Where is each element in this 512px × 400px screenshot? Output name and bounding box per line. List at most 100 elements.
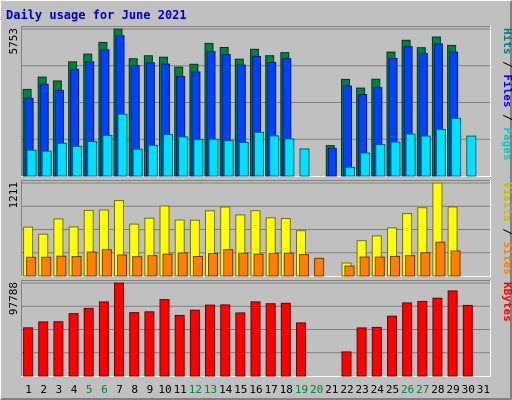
bar-sites-day-20 bbox=[314, 257, 325, 277]
day-label-6: 6 bbox=[101, 383, 108, 396]
bar-sites-day-22 bbox=[344, 265, 355, 277]
bar-pages-day-22 bbox=[345, 166, 355, 177]
day-label-17: 17 bbox=[265, 383, 278, 396]
bar-sites-day-15 bbox=[238, 252, 249, 277]
bar-sites-day-12 bbox=[192, 256, 203, 277]
bar-sites-day-1 bbox=[26, 256, 37, 277]
bar-pages-day-29 bbox=[451, 117, 462, 177]
bar-pages-day-1 bbox=[26, 149, 37, 177]
bar-sites-day-18 bbox=[283, 252, 294, 277]
day-label-10: 10 bbox=[158, 383, 171, 396]
bar-kbytes-day-29 bbox=[447, 290, 458, 377]
bar-sites-day-4 bbox=[71, 256, 82, 277]
bar-pages-day-7 bbox=[117, 113, 128, 177]
bar-pages-day-25 bbox=[390, 141, 401, 177]
day-label-30: 30 bbox=[462, 383, 475, 396]
day-label-12: 12 bbox=[189, 383, 202, 396]
bar-sites-day-17 bbox=[268, 252, 279, 277]
bar-sites-day-11 bbox=[177, 252, 188, 277]
bar-kbytes-day-11 bbox=[174, 314, 185, 377]
bar-kbytes-day-1 bbox=[23, 327, 34, 377]
panel-2: 1211 Visits / Sites bbox=[7, 180, 512, 277]
max-value-label: 97788 bbox=[7, 282, 20, 315]
day-label-21: 21 bbox=[325, 383, 338, 396]
bar-sites-day-28 bbox=[435, 241, 446, 277]
bar-kbytes-day-6 bbox=[98, 301, 109, 377]
bar-pages-day-3 bbox=[56, 142, 67, 177]
bar-kbytes-day-30 bbox=[462, 304, 473, 377]
bar-kbytes-day-5 bbox=[83, 307, 94, 377]
bar-pages-day-19 bbox=[299, 148, 310, 177]
day-label-18: 18 bbox=[280, 383, 293, 396]
day-label-25: 25 bbox=[386, 383, 399, 396]
bar-pages-day-27 bbox=[420, 135, 431, 177]
bar-sites-day-16 bbox=[253, 253, 264, 277]
bar-sites-day-27 bbox=[420, 252, 431, 277]
max-value-label: 1211 bbox=[7, 182, 20, 209]
day-label-29: 29 bbox=[446, 383, 459, 396]
bar-pages-day-6 bbox=[102, 134, 113, 177]
day-label-23: 23 bbox=[355, 383, 368, 396]
bar-sites-day-3 bbox=[56, 255, 67, 277]
bar-kbytes-day-4 bbox=[68, 313, 79, 377]
bar-kbytes-day-16 bbox=[250, 301, 261, 377]
day-label-19: 19 bbox=[295, 383, 308, 396]
bar-pages-day-14 bbox=[223, 140, 234, 177]
bar-pages-day-9 bbox=[147, 144, 158, 177]
bar-pages-day-5 bbox=[87, 141, 98, 177]
day-label-13: 13 bbox=[204, 383, 217, 396]
bar-kbytes-day-7 bbox=[114, 282, 124, 377]
bar-kbytes-day-8 bbox=[129, 312, 140, 377]
bar-kbytes-day-22 bbox=[341, 351, 352, 377]
bar-kbytes-day-23 bbox=[356, 327, 367, 377]
bar-pages-day-15 bbox=[238, 142, 249, 177]
legend-label: Hits / Files / Pages bbox=[501, 28, 512, 161]
bar-pages-day-26 bbox=[405, 133, 416, 177]
bar-sites-day-7 bbox=[117, 254, 127, 277]
day-label-28: 28 bbox=[431, 383, 444, 396]
bar-kbytes-day-9 bbox=[144, 311, 155, 377]
bar-sites-day-14 bbox=[223, 249, 234, 277]
bar-kbytes-day-14 bbox=[220, 304, 231, 377]
legend-label: Visits / Sites bbox=[501, 182, 512, 275]
day-label-4: 4 bbox=[71, 383, 78, 396]
bar-kbytes-day-27 bbox=[417, 300, 428, 377]
bar-pages-day-4 bbox=[72, 145, 83, 177]
bar-sites-day-19 bbox=[299, 254, 309, 277]
bar-kbytes-day-25 bbox=[387, 315, 397, 377]
day-label-9: 9 bbox=[147, 383, 154, 396]
bar-pages-day-2 bbox=[41, 150, 52, 177]
bar-pages-day-17 bbox=[269, 135, 280, 177]
bar-kbytes-day-17 bbox=[265, 303, 276, 377]
day-label-14: 14 bbox=[219, 383, 233, 396]
bar-sites-day-26 bbox=[405, 255, 416, 277]
bar-kbytes-day-18 bbox=[280, 302, 291, 377]
bar-kbytes-day-13 bbox=[205, 304, 215, 377]
bar-pages-day-23 bbox=[360, 152, 371, 177]
bar-pages-day-28 bbox=[435, 129, 446, 177]
day-label-15: 15 bbox=[234, 383, 247, 396]
day-label-2: 2 bbox=[40, 383, 47, 396]
bar-kbytes-day-19 bbox=[296, 322, 306, 377]
bar-pages-day-10 bbox=[163, 134, 173, 177]
bar-sites-day-10 bbox=[162, 253, 173, 277]
bar-pages-day-24 bbox=[375, 144, 386, 177]
panel-3: 97788 KBytes bbox=[7, 280, 512, 377]
max-value-label: 5753 bbox=[7, 28, 20, 55]
day-label-26: 26 bbox=[401, 383, 414, 396]
panel-1: 5753 Hits / Files / Pages bbox=[7, 26, 512, 177]
bar-sites-day-24 bbox=[374, 256, 385, 277]
bar-sites-day-2 bbox=[41, 256, 52, 277]
bar-kbytes-day-3 bbox=[53, 321, 64, 377]
bar-kbytes-day-12 bbox=[189, 309, 200, 377]
chart-title: Daily usage for June 2021 bbox=[6, 8, 187, 22]
bar-files-day-22 bbox=[343, 85, 352, 177]
bar-kbytes-day-10 bbox=[159, 299, 170, 377]
bar-kbytes-day-15 bbox=[235, 312, 246, 377]
bar-files-day-21 bbox=[327, 147, 337, 177]
day-label-20: 20 bbox=[310, 383, 323, 396]
day-label-8: 8 bbox=[131, 383, 138, 396]
bar-kbytes-day-24 bbox=[371, 326, 382, 377]
bar-pages-day-13 bbox=[208, 138, 219, 177]
